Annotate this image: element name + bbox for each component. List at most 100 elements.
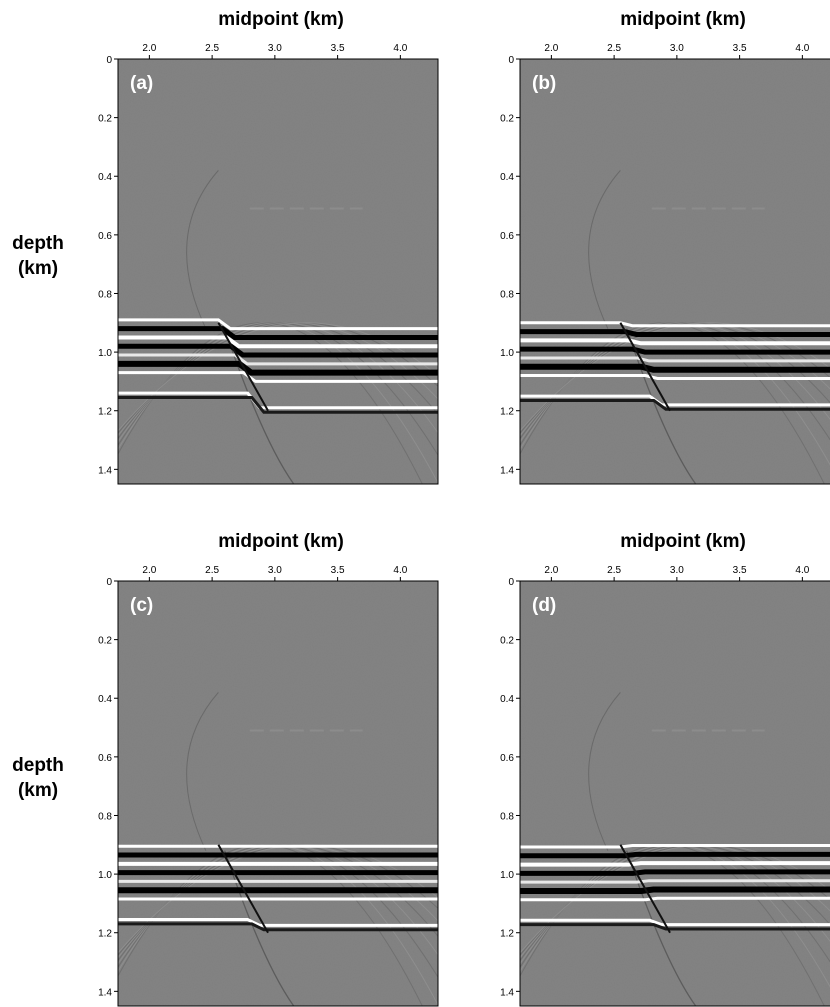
x-tick-label: 2.0	[142, 565, 156, 576]
reflector	[118, 360, 438, 376]
y-tick-label: 0.8	[500, 289, 514, 300]
x-tick-label: 4.0	[795, 565, 809, 576]
reflector	[520, 398, 830, 411]
reflector	[520, 879, 830, 884]
x-tick-label: 2.0	[544, 565, 558, 576]
panel-label: (c)	[130, 595, 153, 616]
x-tick-label: 3.0	[670, 43, 684, 54]
panel-frame	[117, 58, 439, 485]
y-tick-label: 0.6	[500, 231, 514, 242]
y-tick-label: 0	[106, 577, 112, 588]
panel-b: 2.0 2.5 3.0 3.5 4.0 0 0.2 0.4 0.6 0.8 1.0 1.2 1.4 (b)	[500, 43, 830, 485]
x-tick-label: 2.5	[607, 565, 621, 576]
reflector	[520, 338, 830, 346]
reflector	[118, 335, 438, 349]
fault-line	[619, 322, 671, 412]
y-tick-label: 0.2	[500, 636, 514, 647]
y-tick-label: 1.4	[98, 987, 112, 998]
y-tick-label: 1.2	[500, 929, 514, 940]
diffraction-arc	[118, 322, 438, 432]
y-tick-label: 0.4	[98, 172, 112, 183]
x-tick-label: 3.5	[331, 565, 345, 576]
diffraction-arc	[520, 322, 830, 432]
reflector	[520, 918, 830, 927]
fault-diffraction	[626, 850, 697, 1006]
reflector	[520, 851, 830, 859]
y-tick-label: 0.2	[98, 114, 112, 125]
reflector	[520, 346, 830, 355]
y-tick-label: 0	[508, 55, 514, 66]
y-tick-label: 1.0	[500, 348, 514, 359]
y-tick-label: 1.4	[98, 465, 112, 476]
fault-line	[217, 322, 269, 412]
y-tick-label: 1.2	[500, 407, 514, 418]
x-tick-label: 2.0	[544, 43, 558, 54]
x-tick-label: 4.0	[795, 43, 809, 54]
x-axis-title-b: midpoint (km)	[620, 9, 746, 30]
y-axis-title-top-line2: (km)	[18, 258, 58, 279]
y-tick-label: 1.2	[98, 407, 112, 418]
y-tick-label: 0	[508, 577, 514, 588]
y-tick-label: 0.2	[500, 114, 514, 125]
y-tick-label: 0.8	[500, 811, 514, 822]
panel-label: (a)	[130, 73, 153, 94]
y-tick-label: 1.0	[98, 348, 112, 359]
y-tick-label: 0.2	[98, 636, 112, 647]
reflector	[520, 886, 830, 894]
y-tick-label: 0	[106, 55, 112, 66]
panel-label: (b)	[532, 73, 556, 94]
y-tick-label: 0.4	[500, 694, 514, 705]
fault-diffraction	[186, 170, 219, 329]
x-tick-label: 2.5	[205, 565, 219, 576]
y-tick-label: 0.6	[98, 231, 112, 242]
y-tick-label: 1.4	[500, 987, 514, 998]
reflector	[118, 918, 438, 927]
reflector	[118, 396, 438, 414]
fault-diffraction	[588, 170, 621, 329]
reflector	[520, 329, 830, 338]
reflector	[520, 363, 830, 373]
reflector	[520, 896, 830, 902]
y-tick-label: 1.0	[500, 870, 514, 881]
x-tick-label: 3.5	[733, 565, 747, 576]
x-tick-label: 4.0	[393, 565, 407, 576]
y-tick-label: 1.2	[98, 929, 112, 940]
y-tick-label: 0.6	[98, 753, 112, 764]
y-tick-label: 0.4	[98, 694, 112, 705]
y-tick-label: 0.8	[98, 811, 112, 822]
panel-frame	[117, 580, 439, 1007]
reflector	[118, 922, 438, 932]
fault-diffraction	[186, 692, 219, 851]
fault-diffraction	[588, 692, 621, 851]
panel-noise	[520, 581, 830, 1006]
x-tick-label: 3.5	[331, 43, 345, 54]
panel-c: 2.0 2.5 3.0 3.5 4.0 0 0.2 0.4 0.6 0.8 1.0 1.2 1.4 (c)	[98, 565, 439, 1007]
x-axis-title-d: midpoint (km)	[620, 531, 746, 552]
x-tick-label: 2.5	[607, 43, 621, 54]
fault-diffraction	[224, 850, 295, 1006]
y-axis-title-top-line1: depth	[12, 233, 64, 254]
y-tick-label: 0.6	[500, 753, 514, 764]
panel-label: (d)	[532, 595, 556, 616]
x-tick-label: 3.0	[268, 43, 282, 54]
fault-line	[217, 844, 269, 934]
reflector	[520, 923, 830, 931]
panel-frame	[519, 580, 830, 1007]
panel-a: 2.0 2.5 3.0 3.5 4.0 0 0.2 0.4 0.6 0.8 1.0 1.2 1.4 (a)	[98, 43, 439, 485]
x-tick-label: 3.0	[268, 565, 282, 576]
x-tick-label: 4.0	[393, 43, 407, 54]
reflector	[520, 861, 830, 867]
reflector	[118, 353, 438, 366]
reflector	[118, 326, 438, 340]
reflector	[520, 869, 830, 876]
x-axis-title-c: midpoint (km)	[218, 531, 344, 552]
y-axis-title-bottom-line1: depth	[12, 755, 64, 776]
panel-noise	[520, 59, 830, 484]
reflector	[520, 356, 830, 363]
panel-noise	[118, 581, 438, 1006]
x-tick-label: 2.0	[142, 43, 156, 54]
panel-d: 2.0 2.5 3.0 3.5 4.0 0 0.2 0.4 0.6 0.8 1.0 1.2 1.4 (d)	[500, 565, 830, 1007]
y-tick-label: 1.0	[98, 870, 112, 881]
panel-noise	[118, 59, 438, 484]
